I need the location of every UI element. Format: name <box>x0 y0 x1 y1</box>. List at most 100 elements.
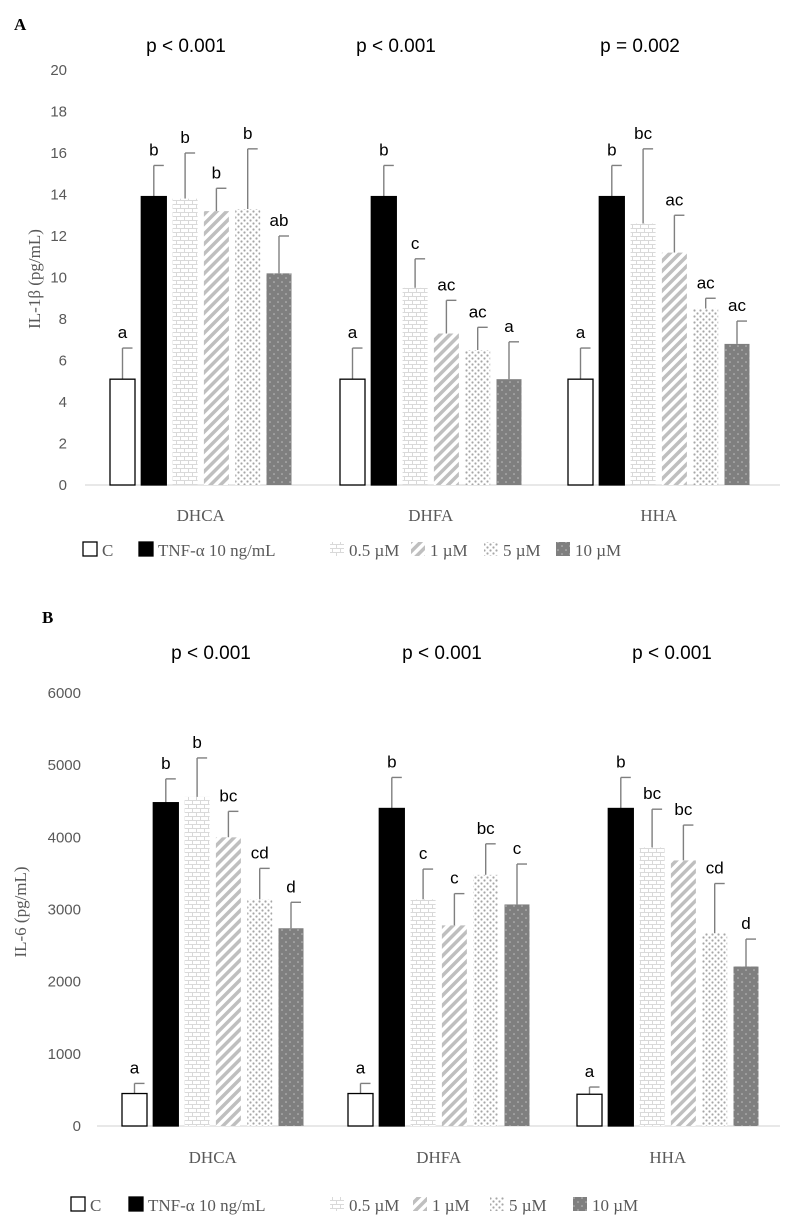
panel-a-ytick-label: 4 <box>59 394 67 411</box>
panel-b-ytick-label: 2000 <box>48 974 81 991</box>
panel-a-category-label: DHFA <box>408 506 454 525</box>
panel-a-legend-swatch <box>138 541 154 557</box>
panel-b-legend-label: 0.5 µM <box>349 1196 399 1215</box>
panel-a-ytick-label: 12 <box>50 228 67 245</box>
panel-b-significance-letter: a <box>585 1062 595 1081</box>
panel-b-legend-label: 10 µM <box>592 1196 638 1215</box>
panel-a-ytick-label: 10 <box>50 270 67 287</box>
panel-a-significance-letter: a <box>348 323 358 342</box>
panel-b-bar <box>215 837 241 1126</box>
panel-a-significance-letter: c <box>411 234 420 253</box>
panel-b-significance-letter: d <box>286 877 295 896</box>
panel-b-p-value: p < 0.001 <box>632 643 712 664</box>
panel-a-legend-label: 10 µM <box>575 541 621 560</box>
panel-a-significance-letter: ac <box>665 190 683 209</box>
panel-b-category-label: HHA <box>649 1148 687 1167</box>
panel-b-category-label: DHCA <box>189 1148 238 1167</box>
panel-a-legend-swatch <box>330 542 344 556</box>
panel-a-legend-swatch <box>82 541 98 557</box>
panel-b-significance-letter: c <box>450 869 459 888</box>
panel-a-legend-label: 5 µM <box>503 541 541 560</box>
panel-a-bar <box>235 209 261 485</box>
panel-b-significance-letter: bc <box>477 819 495 838</box>
panel-a-ytick-label: 14 <box>50 187 67 204</box>
panel-a-significance-letter: ac <box>728 296 746 315</box>
panel-a-ytick-label: 2 <box>59 436 67 453</box>
panel-a-significance-letter: b <box>180 128 189 147</box>
panel-b-bar <box>473 874 499 1126</box>
panel-a-legend-swatch <box>556 542 570 556</box>
panel-a-bar <box>172 198 198 485</box>
panel-a-legend-label: C <box>102 541 113 560</box>
panel-b-bar <box>184 796 210 1126</box>
panel-b-legend-swatch <box>490 1197 504 1211</box>
panel-a-legend-swatch <box>411 542 425 556</box>
panel-letter-b: B <box>42 608 53 627</box>
panel-a-category-label: HHA <box>640 506 678 525</box>
panel-a-legend-label: 0.5 µM <box>349 541 399 560</box>
panel-b-significance-letter: b <box>161 754 170 773</box>
panel-b-bar <box>576 1093 603 1127</box>
panel-b-legend-swatch <box>128 1196 144 1212</box>
panel-a-bar <box>567 378 594 486</box>
panel-a-ytick-label: 0 <box>59 477 67 494</box>
panel-a-bar <box>433 333 459 485</box>
panel-a-bar <box>402 287 428 485</box>
panel-a-p-value: p = 0.002 <box>600 36 680 57</box>
panel-b-ytick-label: 3000 <box>48 902 81 919</box>
panel-a-bar <box>203 211 229 485</box>
panel-b-significance-letter: b <box>387 752 396 771</box>
panel-b-significance-letter: cd <box>251 843 269 862</box>
panel-a-ytick-label: 8 <box>59 311 67 328</box>
panel-b-bar <box>504 904 530 1126</box>
panel-a-bar <box>661 252 687 485</box>
panel-a-legend-label: TNF-α 10 ng/mL <box>158 541 276 560</box>
panel-b-significance-letter: c <box>419 844 428 863</box>
panel-b-bar <box>121 1092 148 1127</box>
panel-a-legend-swatch <box>484 542 498 556</box>
panel-a-ytick-label: 18 <box>50 104 67 121</box>
panel-a-significance-letter: b <box>212 163 221 182</box>
panel-b-legend-label: 5 µM <box>509 1196 547 1215</box>
panel-b-bar <box>378 807 405 1127</box>
panel-b-bar <box>278 928 304 1126</box>
panel-a-significance-letter: b <box>607 140 616 159</box>
panel-a-p-value: p < 0.001 <box>356 36 436 57</box>
panel-b-significance-letter: a <box>130 1058 140 1077</box>
panel-a-significance-letter: b <box>243 124 252 143</box>
panel-a-bar <box>724 343 750 485</box>
panel-b-bar <box>607 807 634 1127</box>
panel-b-significance-letter: d <box>741 914 750 933</box>
panel-a-y-axis-label: IL-1β (pg/mL) <box>25 229 44 329</box>
panel-a-bar <box>370 195 397 486</box>
panel-b-bar <box>670 860 696 1126</box>
panel-a-ytick-label: 6 <box>59 353 67 370</box>
panel-b-bar <box>702 933 728 1126</box>
panel-b-ytick-label: 1000 <box>48 1046 81 1063</box>
panel-a-significance-letter: ac <box>469 302 487 321</box>
panel-a-category-label: DHCA <box>177 506 226 525</box>
panel-b-bar <box>441 925 467 1126</box>
panel-b-significance-letter: bc <box>643 784 661 803</box>
panel-a-legend-label: 1 µM <box>430 541 468 560</box>
panel-b-bar <box>152 802 179 1127</box>
panel-a-ytick-label: 16 <box>50 145 67 162</box>
panel-b-bar <box>247 899 273 1126</box>
panel-b-legend-swatch <box>330 1197 344 1211</box>
panel-b-bar <box>733 966 759 1126</box>
panel-b-ytick-label: 4000 <box>48 829 81 846</box>
panel-b-significance-letter: b <box>616 752 625 771</box>
panel-b-bar <box>410 899 436 1126</box>
panel-a-significance-letter: b <box>379 140 388 159</box>
panel-a-significance-letter: a <box>504 317 514 336</box>
panel-a-bar <box>465 350 491 485</box>
panel-a-significance-letter: ac <box>697 273 715 292</box>
panel-b-significance-letter: cd <box>706 859 724 878</box>
panel-a-bar <box>339 378 366 486</box>
panel-b-legend-swatch <box>70 1196 86 1212</box>
panel-a-ytick-label: 20 <box>50 62 67 79</box>
panel-b-legend-label: TNF-α 10 ng/mL <box>148 1196 266 1215</box>
panel-b-significance-letter: bc <box>219 786 237 805</box>
panel-b-significance-letter: bc <box>674 800 692 819</box>
panel-b-legend-label: C <box>90 1196 101 1215</box>
